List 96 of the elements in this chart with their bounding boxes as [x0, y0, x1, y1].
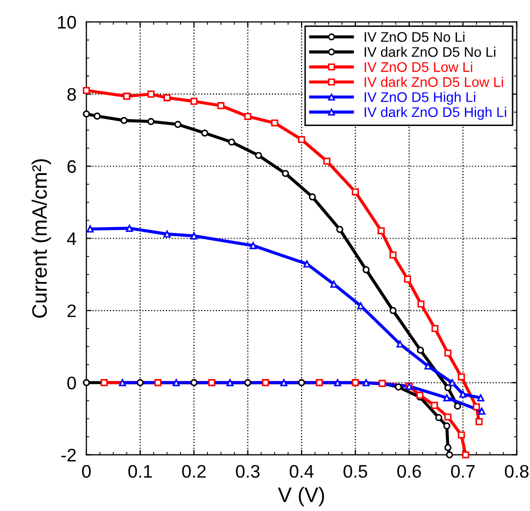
- point: [323, 158, 330, 165]
- point: [472, 403, 480, 410]
- point: [444, 413, 452, 420]
- point: [444, 384, 452, 392]
- legend-label: IV ZnO D5 High Li: [364, 92, 476, 105]
- point: [316, 379, 323, 386]
- legend-label: IV ZnO D5 Low Li: [364, 62, 472, 72]
- point: [164, 94, 171, 102]
- point: [404, 276, 412, 283]
- point: [226, 379, 234, 386]
- y-tick-label: 6: [68, 160, 76, 173]
- point: [476, 418, 483, 426]
- x-tick-label: 0.6: [397, 464, 421, 478]
- point: [164, 230, 171, 238]
- point: [82, 110, 90, 118]
- point: [94, 112, 101, 120]
- point: [154, 379, 162, 386]
- legend-label: IV dark ZnO D5 High Li: [364, 106, 506, 120]
- point: [82, 87, 90, 94]
- point: [100, 379, 108, 386]
- point: [190, 98, 198, 105]
- point: [352, 188, 359, 196]
- point: [430, 402, 438, 409]
- point: [478, 408, 486, 415]
- point: [201, 130, 208, 137]
- y-tick-label: -2: [61, 448, 76, 462]
- point: [336, 226, 344, 233]
- point: [123, 92, 130, 100]
- point: [262, 379, 269, 386]
- point: [378, 227, 385, 234]
- x-tick-label: 0: [82, 464, 91, 478]
- point: [459, 390, 466, 398]
- point: [147, 118, 154, 125]
- point: [298, 379, 306, 386]
- point: [446, 451, 453, 458]
- point: [190, 232, 198, 240]
- point: [303, 260, 310, 268]
- x-tick-label: 0.2: [182, 464, 206, 478]
- point: [126, 224, 133, 232]
- point: [435, 414, 442, 422]
- point: [416, 346, 424, 354]
- point: [82, 379, 90, 386]
- point: [271, 119, 278, 126]
- y-tick-label: 2: [68, 304, 76, 318]
- y-tick-label: 4: [67, 232, 76, 245]
- point: [357, 302, 364, 310]
- y-tick-label: 10: [58, 16, 76, 29]
- point: [390, 307, 396, 314]
- x-tick-label: 0.3: [236, 464, 260, 478]
- x-tick-label: 0.7: [451, 464, 475, 478]
- y-tick-label: 8: [67, 88, 76, 101]
- point: [208, 379, 216, 386]
- point: [362, 266, 370, 274]
- point: [330, 280, 338, 288]
- point: [458, 431, 465, 438]
- point: [334, 379, 342, 386]
- point: [147, 90, 154, 98]
- point: [190, 379, 198, 386]
- x-tick-label: 0.4: [290, 464, 314, 478]
- point: [280, 379, 288, 386]
- legend-label: IV dark ZnO D5 Low Li: [364, 76, 504, 87]
- point: [443, 394, 450, 402]
- point: [282, 170, 289, 177]
- point: [362, 379, 370, 386]
- legend-label: IV ZnO D5 No Li: [364, 32, 464, 42]
- point: [458, 373, 465, 380]
- y-tick-label: 0: [67, 376, 76, 390]
- point: [477, 394, 484, 402]
- y-axis-title: Current (mA/cm²): [32, 159, 52, 318]
- point: [244, 379, 252, 386]
- x-tick-label: 0.8: [504, 464, 529, 478]
- point: [394, 384, 402, 390]
- point: [418, 300, 424, 308]
- point: [228, 138, 236, 146]
- point: [172, 379, 180, 386]
- point: [308, 193, 316, 200]
- point: [118, 379, 126, 386]
- point: [454, 402, 462, 410]
- point: [174, 120, 182, 128]
- x-axis-title: V (V): [278, 486, 324, 506]
- point: [255, 152, 262, 159]
- point: [217, 102, 224, 110]
- point: [244, 113, 252, 120]
- legend-label: IV dark ZnO D5 No Li: [364, 46, 496, 57]
- point: [298, 136, 306, 144]
- point: [444, 444, 452, 452]
- point: [443, 422, 450, 430]
- point: [250, 242, 257, 250]
- point: [462, 451, 470, 458]
- point: [444, 350, 452, 357]
- point: [136, 379, 144, 386]
- point: [396, 340, 404, 348]
- x-tick-label: 0.5: [344, 464, 368, 478]
- point: [448, 379, 456, 386]
- x-tick-label: 0.1: [128, 464, 152, 478]
- point: [120, 116, 128, 124]
